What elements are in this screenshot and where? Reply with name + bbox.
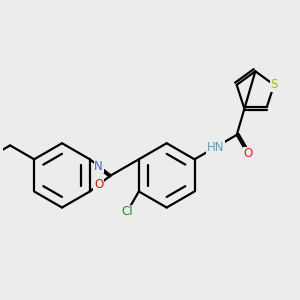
Text: Cl: Cl — [121, 206, 133, 218]
Text: S: S — [270, 78, 278, 92]
Text: O: O — [94, 178, 103, 191]
Text: HN: HN — [207, 141, 224, 154]
Text: O: O — [243, 148, 252, 160]
Text: N: N — [94, 160, 103, 172]
